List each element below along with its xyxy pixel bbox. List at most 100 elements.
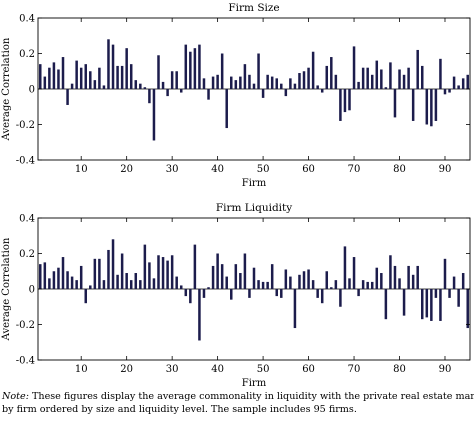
bar — [352, 46, 356, 89]
bar — [79, 265, 83, 289]
x-tick-label: 50 — [257, 364, 270, 375]
bar — [152, 89, 156, 141]
bar — [66, 89, 69, 105]
bar — [43, 76, 47, 89]
bar — [189, 51, 192, 89]
bar — [107, 249, 110, 289]
bar — [129, 64, 133, 89]
bar — [184, 44, 188, 90]
bar — [289, 78, 292, 89]
bar — [43, 262, 47, 290]
bar — [220, 53, 224, 89]
bar — [402, 74, 406, 89]
bar — [348, 89, 351, 111]
bar — [152, 278, 156, 289]
bar — [52, 62, 56, 90]
bar — [334, 280, 338, 290]
bar — [202, 78, 206, 89]
y-tick-label: -0.4 — [16, 356, 35, 367]
bar — [334, 74, 338, 89]
bar — [193, 244, 197, 290]
bar — [175, 276, 178, 289]
bar — [425, 289, 429, 318]
chart-panel-1: Firm Size 10 20 30 40 50 60 70 80 90 -0.4 -0.2 0 0.2 0… — [1, 2, 471, 189]
x-tick-label: 20 — [120, 364, 133, 375]
bar — [143, 87, 147, 89]
bar — [84, 289, 87, 304]
bar — [70, 276, 74, 289]
x-tick-label: 40 — [211, 364, 224, 375]
y-tick-label: -0.2 — [16, 120, 35, 131]
bar — [220, 264, 224, 289]
bar — [270, 264, 274, 289]
bar — [243, 64, 247, 89]
x-tick-label: 10 — [75, 364, 88, 375]
bar — [380, 273, 383, 289]
bar — [134, 273, 138, 289]
bar — [70, 83, 74, 89]
bar — [211, 265, 215, 289]
bar — [39, 64, 42, 89]
bar — [443, 258, 447, 289]
bar — [393, 89, 397, 118]
bar — [116, 65, 119, 89]
bar — [129, 280, 133, 290]
bar — [343, 246, 347, 289]
bar — [198, 44, 201, 90]
bar — [57, 69, 60, 89]
bar — [84, 64, 87, 89]
bar — [252, 83, 256, 89]
x-axis-label: Firm — [242, 178, 267, 189]
bar — [170, 71, 174, 89]
bar — [280, 289, 283, 298]
bar — [120, 65, 124, 89]
bar — [457, 289, 460, 307]
bar — [284, 269, 288, 289]
bar — [48, 278, 51, 289]
x-tick-label: 60 — [302, 364, 315, 375]
y-tick-label: 0 — [29, 285, 35, 296]
bar — [461, 78, 465, 89]
bar — [148, 262, 151, 290]
bar — [389, 62, 392, 90]
x-tick-label: 90 — [439, 364, 452, 375]
x-axis-label: Firm — [242, 378, 267, 389]
bar — [307, 269, 310, 289]
bar — [193, 48, 197, 89]
bar — [448, 289, 451, 298]
bar — [298, 73, 301, 89]
bar — [343, 89, 347, 113]
bar — [75, 280, 78, 290]
bar — [461, 273, 465, 289]
y-tick-label: 0.4 — [19, 214, 35, 225]
x-tick-label: 50 — [257, 164, 270, 175]
y-tick-label: 0 — [29, 85, 35, 96]
bar — [230, 76, 233, 89]
y-tick-label: 0.2 — [19, 49, 35, 60]
bar — [239, 76, 242, 89]
note-line-2: by firm ordered by size and liquidity le… — [2, 404, 357, 415]
bar — [89, 71, 92, 89]
bar — [111, 44, 115, 90]
y-axis-label: Average Correlation — [1, 37, 12, 141]
bar — [252, 267, 256, 289]
bar — [207, 89, 210, 100]
bar — [280, 83, 283, 89]
bar — [234, 264, 238, 289]
bar — [202, 289, 206, 298]
bar — [361, 280, 365, 290]
x-tick-label: 90 — [439, 164, 452, 175]
bar — [107, 39, 110, 89]
bar — [148, 89, 151, 104]
bar — [298, 274, 301, 289]
bar — [125, 273, 128, 289]
x-tick-label: 30 — [166, 164, 179, 175]
bar — [325, 271, 329, 289]
bar — [407, 67, 410, 89]
bar — [320, 289, 324, 304]
bar — [421, 289, 424, 320]
bar — [261, 281, 265, 289]
bar — [189, 289, 192, 304]
bar — [266, 281, 269, 289]
y-tick-label: -0.4 — [16, 156, 35, 167]
